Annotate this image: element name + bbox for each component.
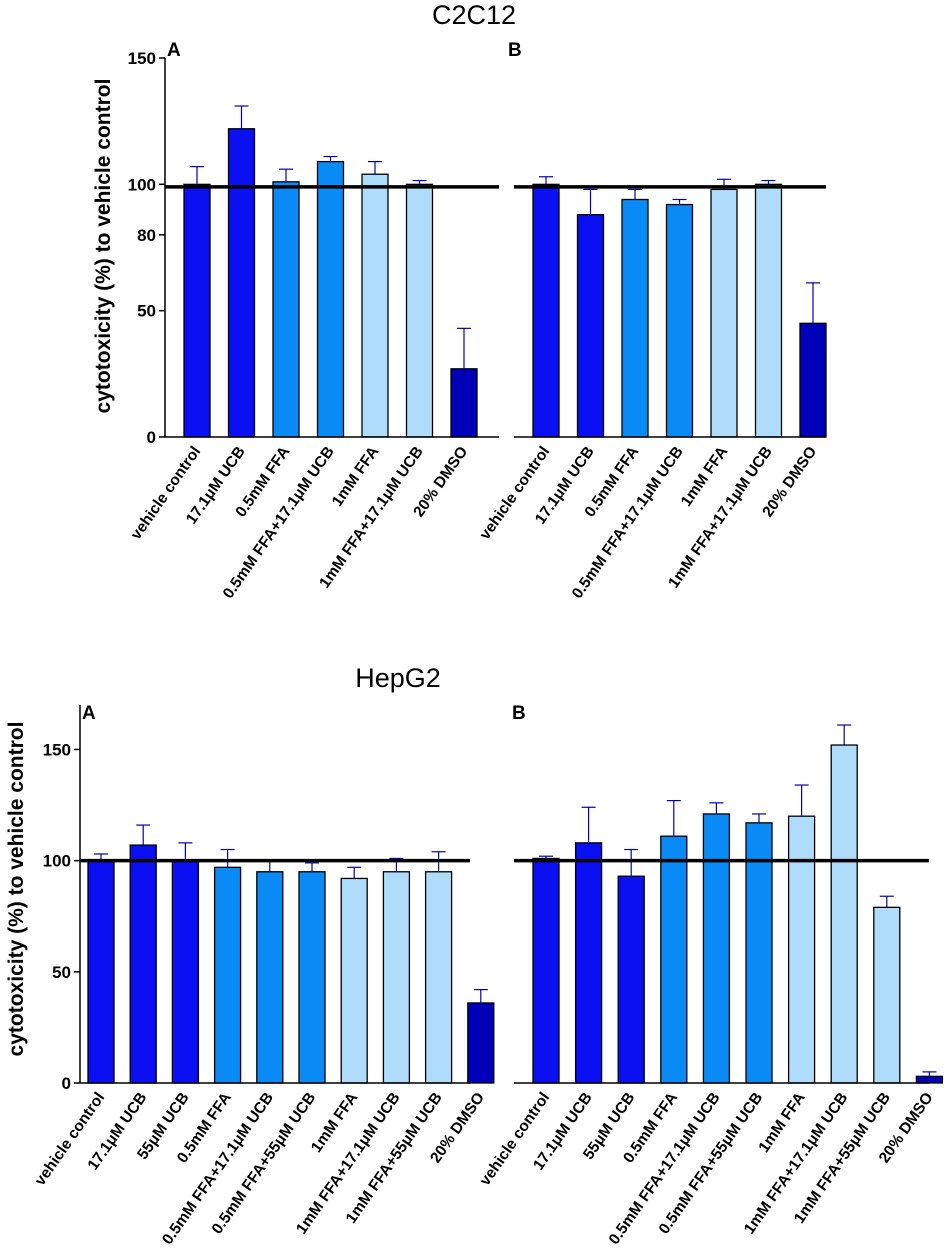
hepg2-a-error-bar-9 — [473, 989, 488, 1003]
c2c12-a-y-tick-label-0: 0 — [147, 428, 156, 447]
hepg2-panel-b-letter: B — [512, 703, 526, 724]
hepg2-panel-a-letter: A — [82, 703, 96, 724]
hepg2-a-bar-4 — [256, 871, 284, 1084]
c2c12-a-error-bar-2 — [279, 168, 293, 182]
c2c12-panel-b-letter: B — [508, 40, 522, 61]
hepg2-b-error-bar-6 — [794, 784, 809, 817]
hepg2-a-bar-6 — [340, 877, 368, 1084]
c2c12-b-error-bar-5 — [761, 179, 776, 185]
hepg2-a-bar-8 — [424, 871, 453, 1084]
c2c12-b-bar-5 — [754, 183, 783, 438]
hepg2-a-error-bar-5 — [305, 862, 319, 872]
c2c12-a-error-bar-3 — [323, 155, 338, 162]
c2c12-b-bar-4 — [710, 188, 738, 438]
hepg2-b-bar-9 — [915, 1075, 944, 1084]
c2c12-b-error-bar-6 — [806, 282, 820, 324]
c2c12-b-error-bar-2 — [628, 188, 642, 200]
hepg2-b-error-bar-5 — [752, 813, 766, 823]
hepg2-a-bar-3 — [213, 866, 242, 1084]
c2c12-a-error-bar-6 — [457, 327, 471, 369]
hepg2-b-error-bar-3 — [666, 800, 681, 837]
c2c12-a-bar-6 — [450, 368, 478, 438]
hepg2-b-bar-5 — [745, 822, 773, 1084]
c2c12-a-bar-4 — [361, 173, 389, 438]
c2c12-y-axis-label: cytotoxicity (%) to vehicle control — [92, 79, 115, 414]
hepg2-b-error-bar-1 — [581, 806, 596, 843]
hepg2-b-bar-0 — [532, 857, 560, 1084]
hepg2-b-error-bar-2 — [624, 848, 639, 877]
c2c12-title: C2C12 — [432, 0, 516, 30]
hepg2-y-axis-label: cytotoxicity (%) to vehicle control — [5, 722, 28, 1057]
c2c12-a-error-bar-0 — [190, 166, 204, 185]
hepg2-a-error-bar-1 — [136, 824, 151, 846]
c2c12-b-bar-0 — [532, 183, 560, 438]
c2c12-a-error-bar-1 — [234, 105, 249, 129]
c2c12-a-y-tick-label-80: 80 — [137, 226, 156, 245]
hepg2-b-bar-8 — [873, 906, 901, 1084]
hepg2-title: HepG2 — [355, 663, 441, 693]
hepg2-a-bar-0 — [87, 859, 115, 1084]
c2c12-a-bar-0 — [183, 183, 211, 438]
hepg2-a-y-tick-label-150: 150 — [43, 740, 71, 759]
hepg2-a-y-tick-label-100: 100 — [43, 852, 71, 871]
c2c12-a-error-bar-4 — [368, 160, 382, 175]
c2c12-b-error-bar-0 — [539, 176, 553, 185]
hepg2-b-error-bar-0 — [539, 855, 553, 859]
hepg2-a-error-bar-3 — [220, 848, 235, 868]
hepg2-b-bar-3 — [660, 835, 688, 1084]
c2c12-a-y-tick-label-150: 150 — [128, 49, 156, 68]
c2c12-a-bar-1 — [227, 128, 256, 438]
hepg2-b-category-label-0: vehicle control — [477, 1090, 554, 1189]
c2c12-b-bar-6 — [799, 322, 827, 438]
hepg2-a-bar-9 — [467, 1002, 495, 1084]
hepg2-a-y-tick-label-50: 50 — [52, 963, 71, 982]
c2c12-panel-a-letter: A — [167, 40, 181, 61]
c2c12-a-category-label-0: vehicle control — [128, 444, 205, 543]
hepg2-b-bar-2 — [617, 875, 645, 1084]
c2c12-a-error-bar-5 — [412, 179, 427, 185]
hepg2-b-bar-6 — [787, 815, 816, 1084]
c2c12-b-category-label-0: vehicle control — [477, 444, 554, 543]
c2c12-a-bar-3 — [316, 160, 345, 438]
hepg2-b-error-bar-8 — [879, 895, 894, 908]
hepg2-b-bar-7 — [830, 744, 858, 1084]
hepg2-a-error-bar-6 — [347, 866, 362, 879]
c2c12-b-error-bar-3 — [672, 198, 687, 205]
hepg2-a-y-tick-label-0: 0 — [62, 1074, 71, 1093]
hepg2-a-bar-5 — [298, 871, 326, 1084]
hepg2-a-bar-2 — [171, 859, 200, 1084]
hepg2-a-category-label-0: vehicle control — [32, 1090, 109, 1189]
c2c12-a-bar-2 — [272, 181, 300, 438]
hepg2-b-error-bar-7 — [837, 724, 852, 746]
hepg2-b-error-bar-9 — [922, 1071, 937, 1077]
c2c12-b-bar-2 — [621, 198, 649, 438]
hepg2-a-error-bar-2 — [178, 842, 193, 861]
c2c12-a-y-tick-label-100: 100 — [128, 175, 156, 194]
c2c12-a-y-tick-label-50: 50 — [137, 302, 156, 321]
c2c12-b-bar-3 — [665, 203, 694, 438]
hepg2-a-bar-1 — [129, 844, 157, 1084]
hepg2-b-bar-4 — [702, 813, 731, 1084]
hepg2-a-bar-7 — [382, 871, 411, 1084]
hepg2-b-error-bar-4 — [709, 802, 724, 814]
c2c12-a-bar-5 — [405, 183, 434, 438]
c2c12-b-error-bar-1 — [583, 188, 598, 215]
hepg2-b-bar-1 — [574, 842, 603, 1084]
c2c12-b-bar-1 — [576, 214, 605, 438]
